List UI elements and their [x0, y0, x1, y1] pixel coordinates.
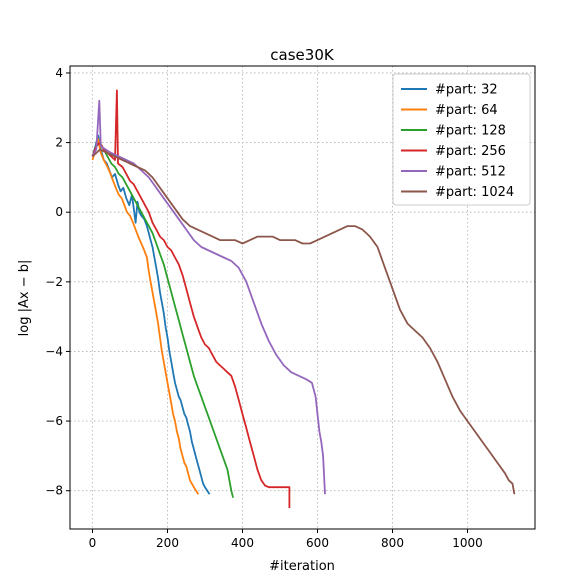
- x-tick-label: 0: [89, 536, 97, 550]
- legend-label: #part: 1024: [435, 185, 514, 200]
- legend-label: #part: 128: [435, 124, 506, 139]
- series-layer: [91, 89, 516, 509]
- y-tick-label: −6: [45, 414, 63, 428]
- legend-label: #part: 32: [435, 83, 498, 98]
- x-tick-label: 200: [156, 536, 179, 550]
- x-tick-label: 600: [306, 536, 329, 550]
- x-tick-label: 800: [381, 536, 404, 550]
- x-axis-label: #iteration: [269, 559, 335, 574]
- series-line-1: [91, 134, 211, 495]
- x-tick-label: 1000: [452, 536, 483, 550]
- y-tick-label: 4: [55, 66, 63, 80]
- series-line-6: [91, 148, 516, 495]
- y-tick-label: −2: [45, 275, 63, 289]
- y-tick-label: 0: [55, 205, 63, 219]
- series-line-4: [91, 89, 291, 509]
- legend-label: #part: 64: [435, 103, 498, 118]
- legend-label: #part: 256: [435, 144, 506, 159]
- chart-title: case30K: [270, 46, 335, 64]
- y-tick-label: −8: [45, 484, 63, 498]
- y-ticks: −8 −6 −4 −2 0 2 4: [45, 66, 70, 498]
- series-line-5: [91, 99, 326, 495]
- plot-frame: [69, 65, 536, 530]
- series-line-3: [91, 141, 234, 498]
- legend-label: #part: 512: [435, 165, 506, 180]
- x-tick-label: 400: [231, 536, 254, 550]
- legend: #part: 32 #part: 64 #part: 128 #part: 256 #p…: [392, 73, 531, 206]
- y-axis-label: log |Ax − b|: [17, 260, 32, 337]
- series-line-2: [91, 138, 200, 495]
- legend-box: [392, 73, 531, 206]
- y-tick-label: −4: [45, 344, 63, 358]
- y-tick-label: 2: [55, 136, 63, 150]
- x-ticks: 0 200 400 600 800 1000: [89, 529, 483, 550]
